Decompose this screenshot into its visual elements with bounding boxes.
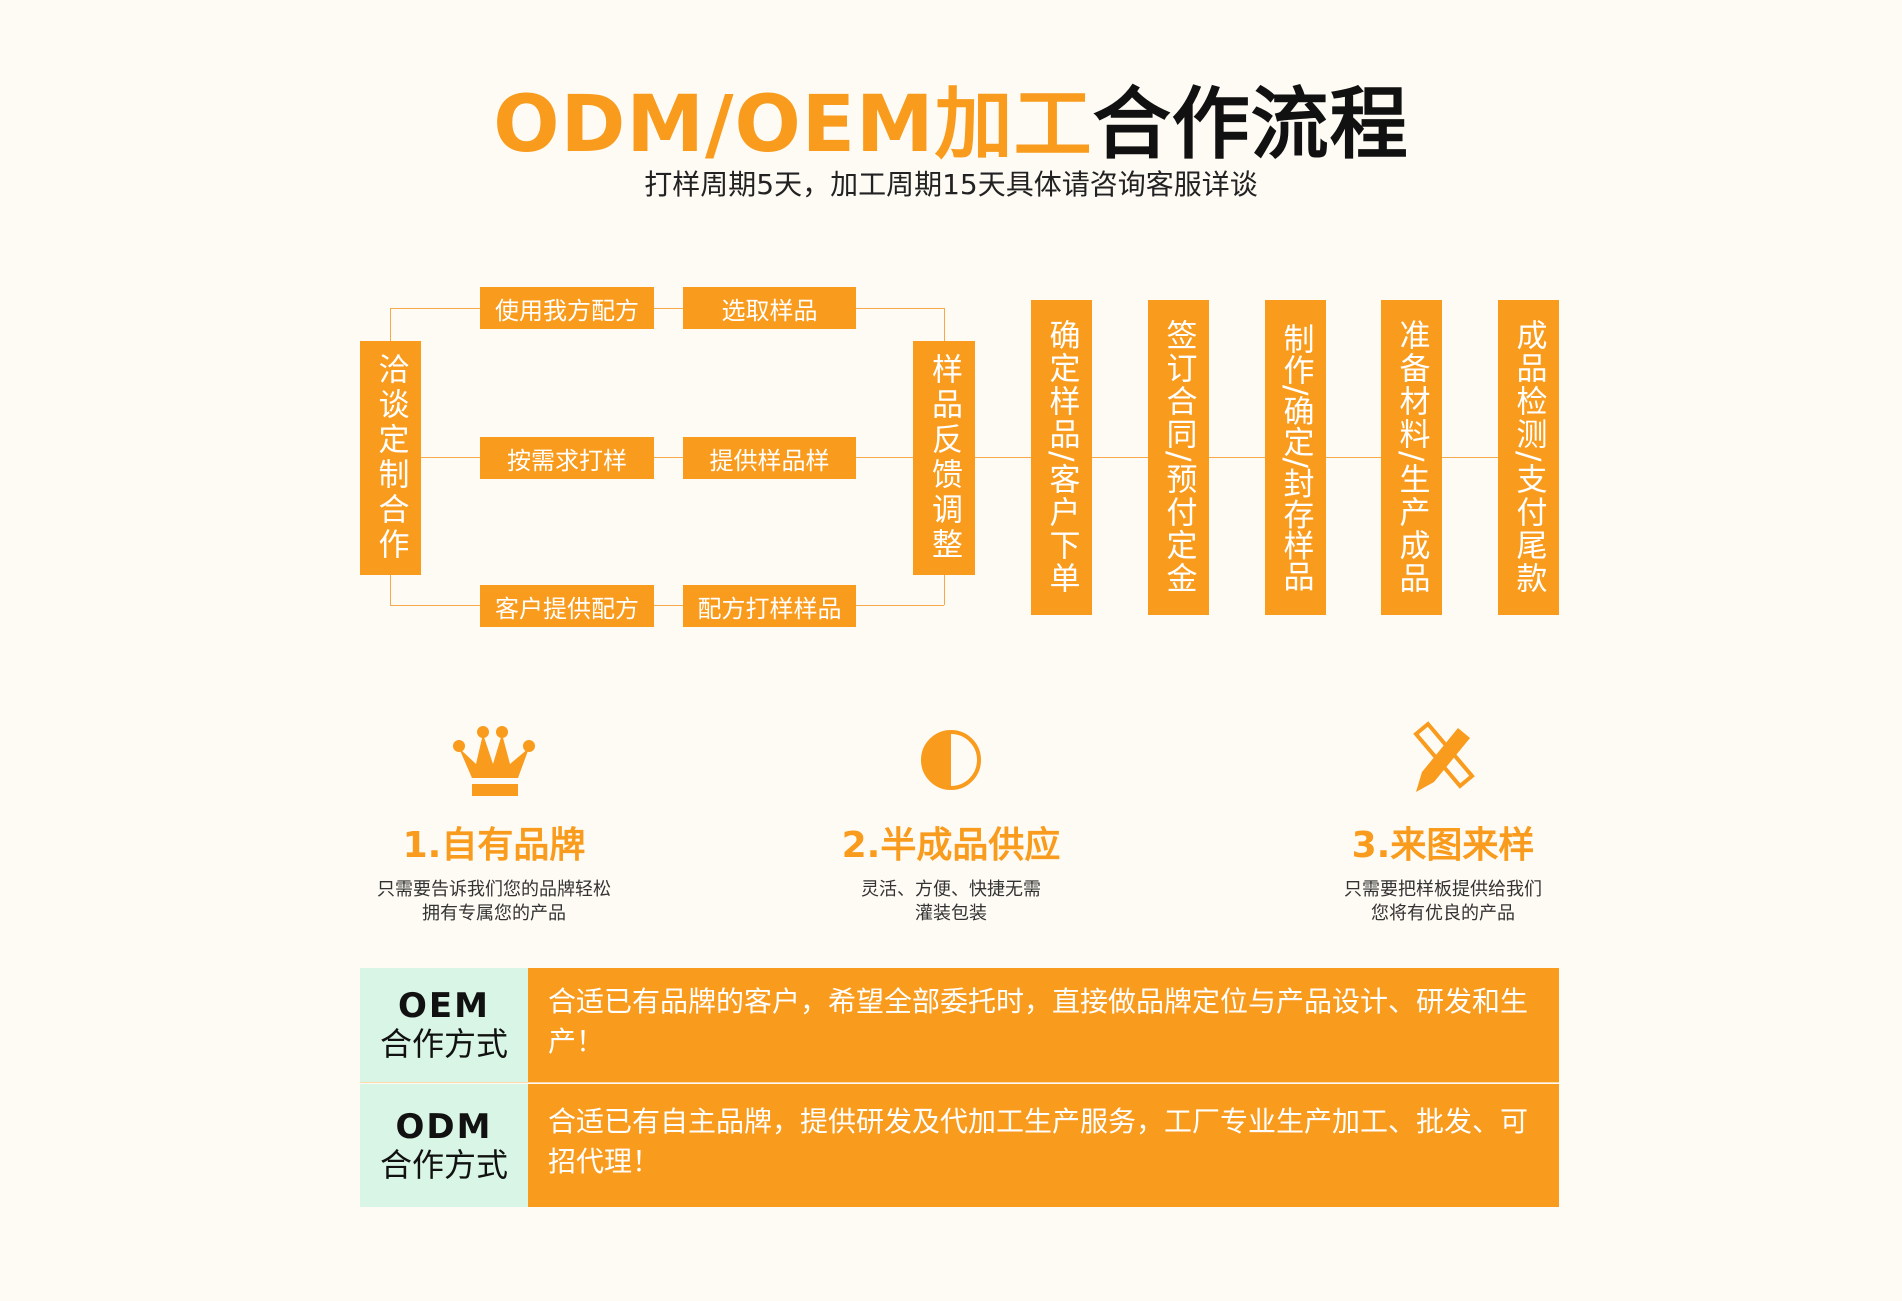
mode-label: OEM 合作方式 (360, 968, 528, 1082)
flow-step: 成品检测/支付尾款 (1498, 300, 1559, 615)
connector (390, 575, 391, 605)
connector (421, 457, 1559, 458)
feature-desc-line: 拥有专属您的产品 (422, 903, 566, 924)
flow-step-label: 准备材料/生产成品 (1393, 319, 1430, 596)
page-title: ODM/OEM加工合作流程 (0, 62, 1902, 174)
flow-branch-box: 选取样品 (683, 287, 856, 329)
connector (944, 308, 945, 341)
feature-desc: 只需要告诉我们您的品牌轻松 拥有专属您的产品 (294, 878, 694, 926)
mode-row-odm: ODM 合作方式 合适已有自主品牌，提供研发及代加工生产服务，工厂专业生产加工、批… (360, 1084, 1559, 1207)
flow-step-label: 制作/确定/封存样品 (1277, 323, 1314, 592)
mode-row-oem: OEM 合作方式 合适已有品牌的客户，希望全部委托时，直接做品牌定位与产品设计、研… (360, 968, 1559, 1083)
mode-label-text: 合作方式 (379, 1025, 508, 1063)
feature-title: 3.来图来样 (1351, 825, 1535, 866)
feature-desc-line: 您将有优良的产品 (1371, 903, 1515, 924)
flow-step: 签订合同/预付定金 (1148, 300, 1209, 615)
mode-code: ODM (395, 1106, 493, 1147)
flow-branch-box: 客户提供配方 (480, 585, 654, 627)
flow-step: 制作/确定/封存样品 (1265, 300, 1326, 615)
feature-desc: 灵活、方便、快捷无需 灌装包装 (751, 878, 1151, 926)
connector (390, 605, 944, 606)
mode-label: ODM 合作方式 (360, 1084, 528, 1207)
flow-step-label: 签订合同/预付定金 (1160, 319, 1197, 596)
flow-feedback-label: 样品反馈调整 (926, 353, 963, 563)
title-black: 合作流程 (1092, 80, 1409, 170)
flow-feedback: 样品反馈调整 (913, 341, 975, 575)
flow-step-label: 确定样品/客户下单 (1043, 319, 1080, 596)
flow-step: 准备材料/生产成品 (1381, 300, 1442, 615)
title-orange: ODM/OEM加工 (493, 80, 1093, 170)
flow-start: 洽谈定制合作 (360, 341, 421, 575)
half-circle-icon (921, 730, 981, 790)
feature-desc-line: 灌装包装 (915, 903, 987, 924)
flow-branch-box: 按需求打样 (480, 437, 654, 479)
flow-start-label: 洽谈定制合作 (372, 353, 409, 563)
connector (390, 308, 944, 309)
feature-desc-line: 只需要把样板提供给我们 (1344, 879, 1542, 900)
pencil-ruler-icon (1413, 721, 1475, 792)
feature-title: 1.自有品牌 (402, 825, 586, 866)
flow-step: 确定样品/客户下单 (1031, 300, 1092, 615)
flow-branch-box: 配方打样样品 (683, 585, 856, 627)
feature-desc-line: 只需要告诉我们您的品牌轻松 (377, 879, 611, 900)
connector (390, 308, 391, 341)
mode-code: OEM (398, 986, 490, 1026)
crown-icon (453, 726, 535, 796)
subtitle: 打样周期5天，加工周期15天具体请咨询客服详谈 (644, 168, 1258, 201)
feature-desc-line: 灵活、方便、快捷无需 (861, 879, 1041, 900)
mode-text: 合适已有自主品牌，提供研发及代加工生产服务，工厂专业生产加工、批发、可招代理！ (528, 1084, 1559, 1207)
feature-title: 2.半成品供应 (841, 825, 1061, 866)
mode-text: 合适已有品牌的客户，希望全部委托时，直接做品牌定位与产品设计、研发和生产！ (528, 968, 1559, 1082)
mode-label-text: 合作方式 (379, 1145, 508, 1184)
feature-desc: 只需要把样板提供给我们 您将有优良的产品 (1243, 878, 1643, 926)
flow-step-label: 成品检测/支付尾款 (1510, 319, 1547, 596)
flow-branch-box: 使用我方配方 (480, 287, 654, 329)
flow-branch-box: 提供样品样 (683, 437, 856, 479)
connector (944, 575, 945, 605)
